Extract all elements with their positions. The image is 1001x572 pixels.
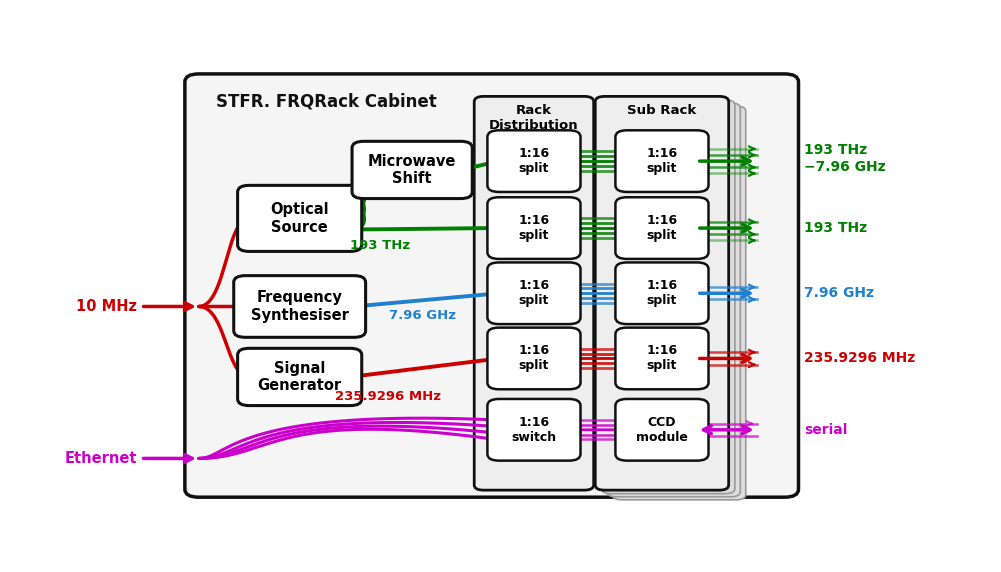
Text: Ethernet: Ethernet bbox=[64, 451, 137, 466]
FancyBboxPatch shape bbox=[607, 103, 741, 496]
FancyBboxPatch shape bbox=[237, 348, 361, 406]
FancyBboxPatch shape bbox=[616, 328, 709, 390]
Text: Optical
Source: Optical Source bbox=[270, 202, 329, 235]
Text: 7.96 GHz: 7.96 GHz bbox=[804, 286, 874, 300]
Text: 235.9296 MHz: 235.9296 MHz bbox=[334, 390, 440, 403]
Text: 193 THz: 193 THz bbox=[804, 221, 867, 235]
Text: 1:16
split: 1:16 split bbox=[647, 214, 678, 242]
Text: Sub Rack: Sub Rack bbox=[628, 104, 697, 117]
Text: 1:16
split: 1:16 split bbox=[519, 214, 550, 242]
FancyBboxPatch shape bbox=[185, 74, 799, 497]
FancyBboxPatch shape bbox=[596, 97, 729, 490]
FancyBboxPatch shape bbox=[474, 97, 594, 490]
FancyBboxPatch shape bbox=[487, 328, 581, 390]
Text: 1:16
split: 1:16 split bbox=[647, 279, 678, 307]
FancyBboxPatch shape bbox=[613, 106, 746, 500]
FancyBboxPatch shape bbox=[616, 263, 709, 324]
FancyBboxPatch shape bbox=[233, 276, 365, 337]
FancyBboxPatch shape bbox=[616, 197, 709, 259]
FancyBboxPatch shape bbox=[602, 100, 735, 494]
FancyBboxPatch shape bbox=[616, 130, 709, 192]
FancyBboxPatch shape bbox=[487, 263, 581, 324]
Text: Microwave
Shift: Microwave Shift bbox=[368, 154, 456, 186]
Text: Signal
Generator: Signal Generator bbox=[257, 361, 341, 393]
Text: Rack
Distribution: Rack Distribution bbox=[489, 104, 579, 132]
Text: STFR. FRQRack Cabinet: STFR. FRQRack Cabinet bbox=[216, 93, 436, 111]
Text: 193 THz
−7.96 GHz: 193 THz −7.96 GHz bbox=[804, 144, 886, 173]
FancyBboxPatch shape bbox=[487, 399, 581, 460]
FancyBboxPatch shape bbox=[616, 399, 709, 460]
FancyBboxPatch shape bbox=[352, 141, 472, 198]
Text: 1:16
split: 1:16 split bbox=[519, 344, 550, 372]
Text: serial: serial bbox=[804, 423, 847, 437]
FancyBboxPatch shape bbox=[487, 130, 581, 192]
Text: 235.9296 MHz: 235.9296 MHz bbox=[804, 351, 915, 366]
Text: Frequency
Synthesiser: Frequency Synthesiser bbox=[250, 290, 348, 323]
Text: 1:16
split: 1:16 split bbox=[647, 147, 678, 175]
Text: 7.96 GHz: 7.96 GHz bbox=[388, 309, 455, 322]
Text: 1:16
switch: 1:16 switch bbox=[512, 416, 557, 444]
Text: 10 MHz: 10 MHz bbox=[76, 299, 137, 314]
Text: 1:16
split: 1:16 split bbox=[519, 147, 550, 175]
Text: CCD
module: CCD module bbox=[636, 416, 688, 444]
Text: 193 THz: 193 THz bbox=[350, 239, 410, 252]
Text: 1:16
split: 1:16 split bbox=[647, 344, 678, 372]
FancyBboxPatch shape bbox=[237, 185, 361, 252]
Text: 1:16
split: 1:16 split bbox=[519, 279, 550, 307]
FancyBboxPatch shape bbox=[487, 197, 581, 259]
